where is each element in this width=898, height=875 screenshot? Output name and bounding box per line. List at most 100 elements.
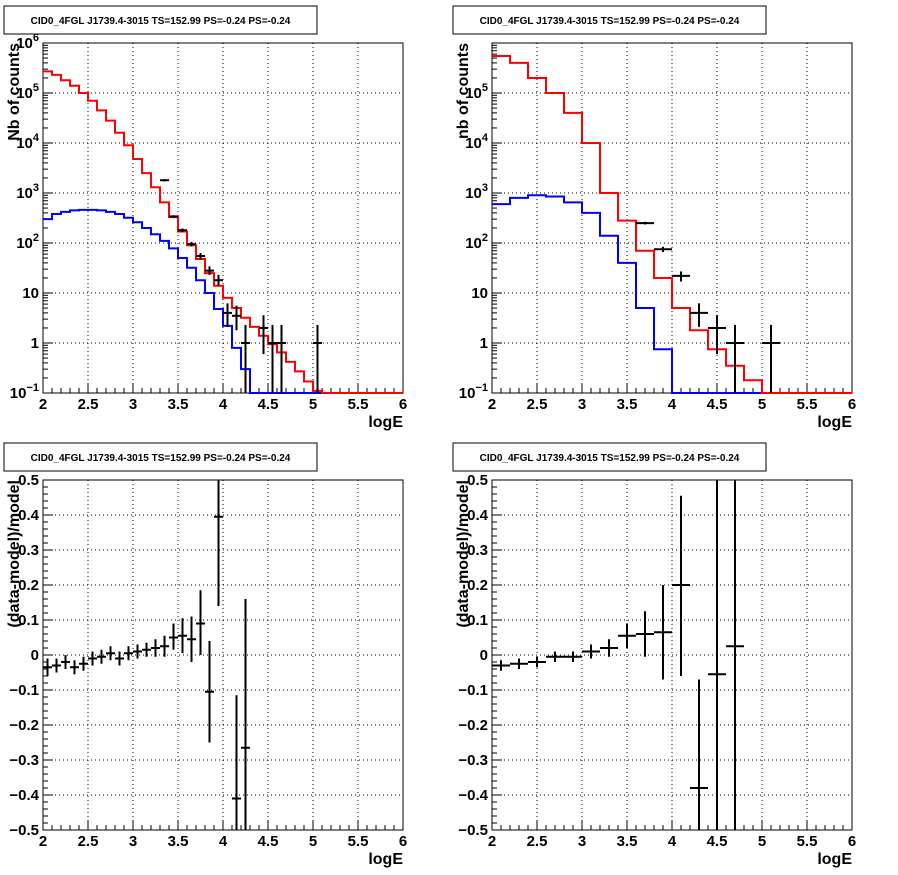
data-point: [672, 495, 690, 676]
data-point: [726, 480, 744, 830]
data-point: [636, 221, 654, 225]
y-tick-exponent: 4: [482, 132, 489, 144]
y-tick-label: 0.4: [18, 507, 40, 524]
x-tick-label: 4: [219, 833, 228, 850]
y-axis-label: (data-model)/model: [455, 480, 472, 628]
x-tick-label: 3.5: [168, 833, 189, 850]
y-tick-label: −0.3: [9, 752, 39, 769]
data-point: [232, 695, 241, 830]
y-tick-label: −0.3: [458, 752, 488, 769]
data-point: [708, 315, 726, 355]
x-tick-label: 5.5: [348, 396, 369, 413]
x-tick-label: 2.5: [527, 833, 548, 850]
y-tick-label: 1: [31, 335, 39, 352]
data-point: [124, 646, 133, 661]
y-tick-label: 10: [22, 285, 39, 302]
x-tick-label: 4.5: [707, 833, 728, 850]
chart-title-box: [3, 442, 318, 472]
data-point: [115, 651, 124, 666]
data-point: [582, 644, 600, 659]
y-tick-label: 0: [480, 647, 488, 664]
histogram-series-line: [43, 70, 403, 394]
histogram-series-line: [43, 208, 403, 394]
data-point: [528, 656, 546, 668]
data-point: [618, 623, 636, 648]
x-tick-label: 6: [399, 833, 407, 850]
data-point: [178, 618, 187, 654]
data-point: [196, 253, 205, 260]
data-point: [160, 179, 169, 182]
x-tick-label: 3: [129, 396, 137, 413]
y-tick-exponent: 3: [33, 182, 39, 194]
chart-title: CID0_4FGL J1739.4-3015 TS=152.99 PS=-0.2…: [31, 453, 291, 464]
data-point: [205, 641, 214, 743]
data-point: [654, 246, 672, 253]
data-point: [313, 324, 322, 393]
data-point: [259, 315, 268, 355]
data-point: [142, 642, 151, 657]
data-point: [762, 324, 780, 393]
y-tick-label: −0.5: [458, 822, 488, 839]
x-axis-label: logE: [368, 851, 403, 868]
chart-title: CID0_4FGL J1739.4-3015 TS=152.99 PS=-0.2…: [480, 16, 740, 27]
data-point: [690, 303, 708, 327]
data-point: [70, 660, 79, 675]
x-tick-label: 2.5: [78, 833, 99, 850]
data-point: [97, 649, 106, 664]
chart-title-box: [452, 442, 767, 472]
y-tick-label: −0.4: [9, 787, 39, 804]
y-tick-label: 103: [16, 182, 39, 202]
data-point: [636, 611, 654, 657]
y-tick-exponent: −1: [26, 382, 39, 394]
y-axis-label: nb of counts: [455, 43, 472, 139]
data-point: [546, 651, 564, 662]
data-point: [223, 303, 232, 327]
data-point: [708, 480, 726, 830]
x-tick-label: 3.5: [617, 833, 638, 850]
data-point: [654, 585, 672, 680]
y-tick-label: 10−1: [459, 382, 488, 402]
y-axis-label: (data-model)/model: [6, 480, 23, 628]
chart-panel-bottom-right: 2 2.5 3 3.5 4 4.5 5 5.5 6 −0.5 −0.4 −0.3 −0.2 −0.1 0 0.…: [449, 437, 898, 875]
data-point: [196, 590, 205, 655]
y-tick-label: 0.1: [18, 612, 39, 629]
data-point: [52, 658, 61, 673]
x-tick-label: 5.5: [797, 833, 818, 850]
x-axis-label: logE: [817, 851, 852, 868]
data-point: [61, 655, 70, 669]
data-point: [268, 324, 277, 393]
x-tick-label: 3: [578, 396, 586, 413]
y-tick-label: −0.1: [9, 682, 39, 699]
x-tick-label: 5: [309, 833, 317, 850]
chart-panel-top-right: 2 2.5 3 3.5 4 4.5 5 5.5 6 10−1 1 10 102 103 104 105 logE…: [449, 0, 898, 437]
y-tick-label: 0.5: [18, 472, 39, 489]
chart-counts-spectrum-right: 2 2.5 3 3.5 4 4.5 5 5.5 610−1110102103104105logE…: [452, 5, 856, 431]
y-tick-exponent: 2: [482, 232, 488, 244]
data-point: [169, 215, 178, 218]
data-point: [564, 651, 582, 662]
x-tick-label: 2: [39, 396, 47, 413]
y-tick-label: 0.2: [467, 577, 488, 594]
y-tick-label: −0.4: [458, 787, 488, 804]
y-tick-label: 0: [31, 647, 39, 664]
data-point: [241, 324, 250, 393]
y-tick-label: 0.2: [18, 577, 39, 594]
x-tick-label: 5.5: [797, 396, 818, 413]
x-tick-label: 2.5: [78, 396, 99, 413]
y-tick-label: 102: [465, 232, 488, 252]
x-tick-label: 2: [39, 833, 47, 850]
y-tick-label: 103: [465, 182, 488, 202]
x-tick-label: 6: [848, 833, 856, 850]
x-tick-label: 5: [309, 396, 317, 413]
y-tick-label: 0.3: [467, 542, 488, 559]
x-tick-label: 2: [488, 833, 496, 850]
x-tick-label: 4: [668, 396, 677, 413]
x-tick-label: 4.5: [258, 833, 279, 850]
data-point: [106, 646, 115, 661]
y-tick-label: 0.5: [467, 472, 488, 489]
data-point: [151, 639, 160, 657]
y-tick-label: 10: [471, 285, 488, 302]
chart-counts-spectrum-left: 2 2.5 3 3.5 4 4.5 5 5.5 610−1110102103104105106l…: [3, 5, 407, 431]
chart-title: CID0_4FGL J1739.4-3015 TS=152.99 PS=-0.2…: [480, 453, 740, 464]
data-point: [726, 324, 744, 393]
